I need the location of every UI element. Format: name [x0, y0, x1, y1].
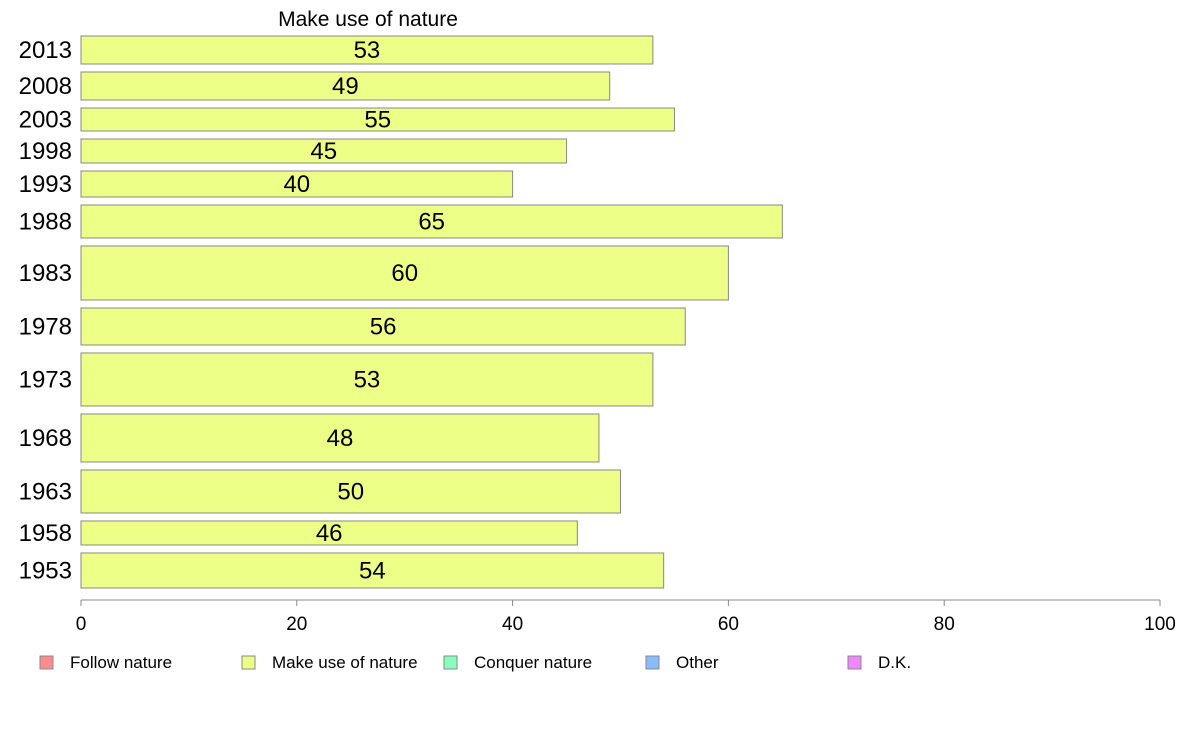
bar-1998 [80, 138, 568, 164]
bars-group: 53 2013 49 2008 55 2003 45 1998 40 1993 65 1988 60 19… [19, 35, 783, 589]
bar-1973 [80, 352, 654, 407]
data-label-1983: 60 [391, 260, 418, 287]
bar-1978 [80, 307, 686, 346]
bar-1988 [80, 204, 783, 239]
category-label-1993: 1993 [19, 171, 72, 198]
data-label-1968: 48 [327, 425, 354, 452]
x-tick-label-100: 100 [1144, 614, 1176, 635]
data-label-2003: 55 [364, 107, 391, 134]
legend-label-1: Make use of nature [272, 653, 418, 672]
bar-1953 [80, 552, 665, 589]
category-label-2003: 2003 [19, 107, 72, 134]
category-label-1968: 1968 [19, 425, 72, 452]
category-label-1958: 1958 [19, 520, 72, 547]
category-label-1973: 1973 [19, 367, 72, 394]
x-tick-label-40: 40 [502, 614, 523, 635]
bar-1993 [80, 170, 514, 198]
legend: Follow nature Make use of nature Conquer n… [39, 653, 911, 672]
legend-swatch-2 [443, 655, 458, 670]
legend-swatch-3 [645, 655, 660, 670]
legend-label-3: Other [676, 653, 719, 672]
category-label-1998: 1998 [19, 138, 72, 165]
data-label-1978: 56 [370, 314, 397, 341]
bar-1983 [80, 245, 729, 301]
data-label-2008: 49 [332, 73, 359, 100]
category-label-1953: 1953 [19, 558, 72, 585]
bar-2008 [80, 71, 611, 101]
legend-swatch-4 [847, 655, 862, 670]
x-tick-label-80: 80 [934, 614, 955, 635]
legend-swatch-0 [39, 655, 54, 670]
x-tick-label-20: 20 [286, 614, 307, 635]
data-label-1998: 45 [310, 138, 337, 165]
x-tick-label-0: 0 [76, 614, 87, 635]
category-label-1988: 1988 [19, 209, 72, 236]
x-axis: 0 20 40 60 80 100 [76, 599, 1176, 635]
category-label-1983: 1983 [19, 260, 72, 287]
chart-title: Make use of nature [278, 8, 458, 31]
legend-label-2: Conquer nature [474, 653, 592, 672]
bar-2013 [80, 35, 654, 65]
category-label-2008: 2008 [19, 73, 72, 100]
data-label-1953: 54 [359, 558, 386, 585]
bar-1963 [80, 469, 621, 514]
category-label-1963: 1963 [19, 479, 72, 506]
legend-label-0: Follow nature [70, 653, 172, 672]
category-label-2013: 2013 [19, 37, 72, 64]
category-label-1978: 1978 [19, 314, 72, 341]
bar-2003 [80, 107, 675, 132]
legend-label-4: D.K. [878, 653, 911, 672]
data-label-1963: 50 [337, 479, 364, 506]
data-label-1958: 46 [316, 520, 343, 547]
data-label-1993: 40 [283, 171, 310, 198]
legend-swatch-1 [241, 655, 256, 670]
data-label-1988: 65 [418, 209, 445, 236]
data-label-2013: 53 [354, 37, 381, 64]
bar-1958 [80, 520, 578, 546]
bar-1968 [80, 413, 600, 463]
x-tick-label-60: 60 [718, 614, 739, 635]
data-label-1973: 53 [354, 367, 381, 394]
